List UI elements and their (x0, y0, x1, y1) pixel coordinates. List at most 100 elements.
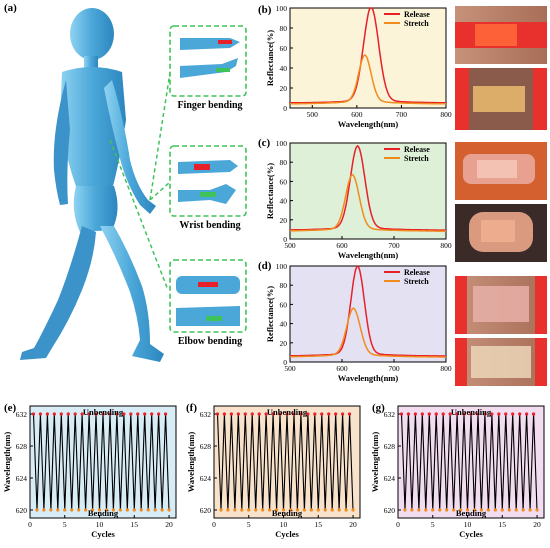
y-axis-label: Reflectance(%) (265, 286, 275, 342)
unbending-point (518, 412, 522, 416)
bending-point (70, 508, 74, 512)
bending-point (118, 508, 122, 512)
y-tick-label: 0 (283, 358, 287, 367)
plot-area (289, 265, 447, 363)
unbending-point (434, 412, 438, 416)
elbow-sensor-bottom (206, 316, 222, 321)
bending-point (528, 508, 532, 512)
bending-label: Bending (272, 508, 303, 518)
unbending-point (462, 412, 466, 416)
spectrum-chart-d: 0 20 40 60 80 100 500 600 700 800 Wavelength(nm) Re… (265, 262, 452, 383)
unbending-point (66, 412, 70, 416)
figure-right-leg (100, 226, 164, 362)
panel-label-f: (f) (186, 402, 197, 414)
unbending-point (101, 412, 105, 416)
unbending-point (497, 412, 501, 416)
x-tick-label: 5 (431, 520, 435, 529)
x-tick-label: 700 (388, 241, 400, 250)
unbending-point (448, 412, 452, 416)
series-line-release (290, 144, 446, 231)
y-tick-label: 620 (384, 506, 396, 515)
y-tick-label: 624 (200, 474, 212, 483)
y-tick-label: 100 (276, 139, 288, 148)
unbending-point (531, 412, 536, 416)
sample-photo-column (455, 6, 547, 386)
cycle-line (216, 413, 354, 511)
x-tick-label: 0 (28, 520, 32, 529)
bending-point (445, 508, 449, 512)
unbending-point (129, 412, 133, 416)
bending-point (35, 508, 39, 512)
x-axis-label: Cycles (91, 529, 115, 539)
bending-point (63, 508, 67, 512)
unbending-point (163, 412, 168, 416)
bending-point (424, 508, 428, 512)
unbending-point (427, 412, 431, 416)
photo-d-stretch (455, 338, 547, 386)
unbending-point (243, 412, 247, 416)
connector-elbow (109, 139, 169, 291)
x-axis-label: Wavelength(nm) (338, 119, 399, 129)
y-tick-label: 100 (276, 4, 288, 13)
bending-point (330, 508, 334, 512)
bending-point (111, 508, 116, 512)
unbending-point (341, 412, 345, 416)
x-tick-label: 15 (131, 520, 139, 529)
x-tick-label: 20 (349, 520, 357, 529)
bending-label: Bending (88, 508, 119, 518)
x-tick-label: 800 (440, 241, 452, 250)
unbending-point (52, 412, 56, 416)
unbending-point (455, 412, 459, 416)
unbending-point (476, 412, 480, 416)
unbending-point (45, 412, 49, 416)
panel-label-g: (g) (372, 402, 385, 414)
bending-point (323, 508, 327, 512)
x-tick-label: 20 (165, 520, 173, 529)
x-tick-label: 600 (351, 110, 363, 119)
bending-point (479, 508, 484, 512)
bending-point (254, 508, 258, 512)
unbending-point (271, 412, 275, 416)
finger-sensor-top (218, 40, 232, 44)
bending-point (452, 508, 456, 512)
cycle-line (32, 413, 170, 511)
series-line-release (290, 7, 447, 104)
figure-neck (84, 56, 98, 70)
bending-point (438, 508, 442, 512)
y-tick-label: 60 (280, 44, 288, 53)
unbending-point (264, 412, 268, 416)
unbending-point (236, 412, 240, 416)
panel-label-b: (b) (258, 4, 272, 16)
unbending-point (525, 412, 529, 416)
bending-point (42, 508, 46, 512)
x-tick-label: 5 (63, 520, 67, 529)
cycle-chart-f: 620 624 628 632 0 5 10 15 20 Cycles Wavelength(nm)… (186, 405, 361, 539)
x-tick-label: 10 (464, 520, 472, 529)
y-tick-label: 620 (200, 506, 212, 515)
bending-point (417, 508, 421, 512)
y-axis-label: Wavelength(nm) (2, 432, 12, 493)
bending-point (226, 508, 230, 512)
unbending-point (285, 412, 289, 416)
bending-point (146, 508, 150, 512)
bending-point (132, 508, 136, 512)
unbending-point (511, 412, 515, 416)
cycle-line (400, 413, 538, 511)
x-tick-label: 800 (440, 364, 452, 373)
x-tick-label: 500 (284, 364, 296, 373)
y-tick-label: 60 (280, 300, 288, 309)
unbending-point (441, 412, 445, 416)
unbending-point (31, 412, 36, 416)
figure-left-arm (53, 80, 70, 205)
photo-c-stretch (455, 204, 547, 262)
bending-point (167, 508, 171, 512)
x-tick-label: 10 (96, 520, 104, 529)
bending-point (465, 508, 470, 512)
y-tick-label: 20 (280, 84, 288, 93)
series-line-stretch (289, 54, 446, 105)
y-tick-label: 632 (384, 410, 396, 419)
bending-point (486, 508, 490, 512)
unbending-point (420, 412, 424, 416)
unbending-point (215, 412, 220, 416)
wrist-bending-label: Wrist bending (179, 220, 241, 231)
